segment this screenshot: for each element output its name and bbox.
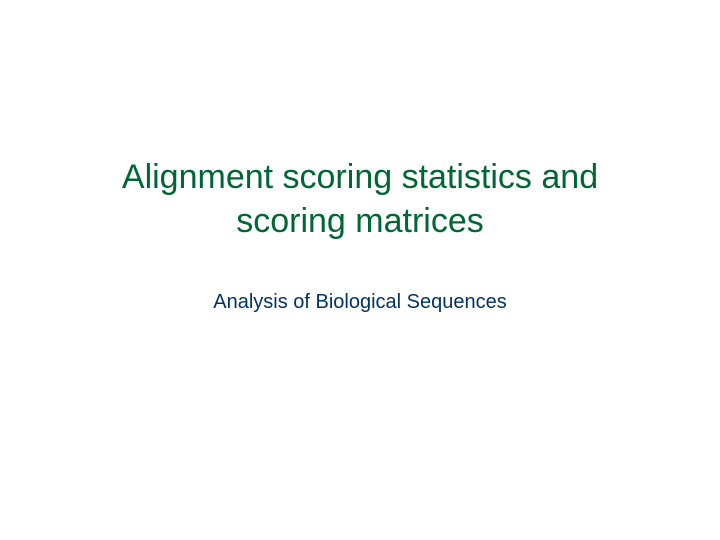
slide-title: Alignment scoring statistics and scoring…	[95, 155, 625, 243]
slide-container: Alignment scoring statistics and scoring…	[0, 0, 720, 540]
slide-subtitle: Analysis of Biological Sequences	[95, 291, 625, 314]
